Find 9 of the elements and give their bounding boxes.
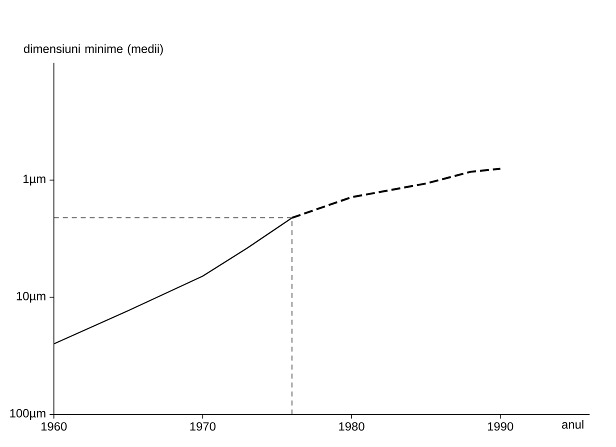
x-tick-label: 1990 — [488, 422, 514, 431]
x-tick-label: 1970 — [190, 422, 216, 431]
y-axis-title: dimensiuni minime (medii) — [24, 44, 163, 56]
x-tick-label: 1980 — [339, 422, 364, 431]
y-tick-label: 100µm — [10, 409, 46, 420]
x-tick-label: 1960 — [41, 422, 67, 431]
x-axis-title: anul — [562, 420, 584, 429]
y-tick-label: 1µm — [24, 174, 46, 186]
y-tick-label: 10µm — [16, 292, 46, 303]
